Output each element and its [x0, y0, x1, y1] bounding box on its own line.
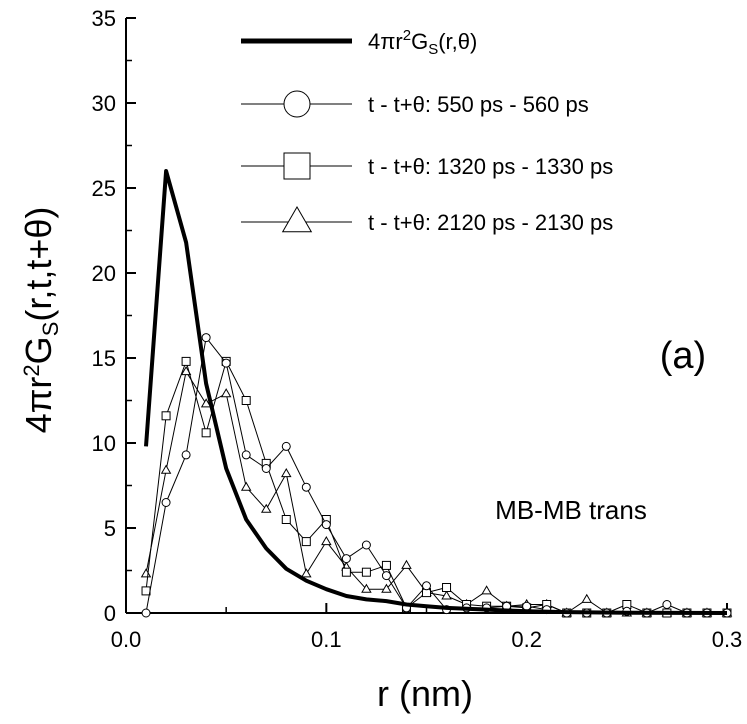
y-tick-label: 15	[92, 346, 116, 371]
panel-label: (a)	[660, 335, 706, 377]
legend-entry: 4πr2GS(r,θ)	[241, 27, 477, 58]
legend-label: 4πr2GS(r,θ)	[368, 27, 477, 58]
data-point	[361, 540, 371, 550]
x-tick-label: 0.1	[311, 627, 342, 652]
y-tick-label: 0	[104, 601, 116, 626]
data-point	[141, 586, 151, 596]
y-tick-label: 20	[92, 261, 116, 286]
legend-marker	[281, 206, 313, 233]
legend-label-part: 2	[403, 27, 411, 44]
data-point	[381, 571, 391, 581]
legend: 4πr2GS(r,θ) t - t+θ: 550 ps - 560 ps t - t…	[241, 27, 613, 235]
y-axis-title-suffix: (r,t,t+θ)	[18, 207, 59, 322]
data-point	[321, 520, 331, 530]
legend-entry: t - t+θ: 1320 ps - 1330 ps	[241, 152, 613, 180]
data-point	[662, 600, 672, 609]
legend-label-part: (r,θ)	[438, 29, 477, 54]
data-point	[481, 585, 492, 595]
x-tick-label: 0.2	[511, 627, 542, 652]
data-point	[522, 601, 532, 611]
y-tick-label: 25	[92, 176, 116, 201]
data-point	[381, 583, 392, 593]
y-axis-title-sub: S	[38, 322, 63, 337]
data-point	[181, 356, 191, 366]
series-triangle	[140, 366, 733, 617]
y-axis-title-prefix: 4πr	[18, 377, 59, 434]
y-tick-label: 5	[104, 516, 116, 541]
data-point	[281, 515, 291, 524]
y-tick-label: 35	[92, 6, 116, 31]
data-point	[160, 464, 172, 474]
data-point	[361, 583, 372, 593]
chart-annotation: MB-MB trans	[495, 495, 647, 525]
data-point	[201, 333, 211, 343]
legend-marker	[283, 90, 311, 118]
data-point	[401, 559, 412, 569]
series-layer	[140, 169, 733, 618]
y-axis-title: 4πr2GS(r,t,t+θ)	[18, 207, 63, 434]
series-line	[145, 371, 727, 614]
data-point	[260, 503, 272, 513]
data-point	[220, 388, 232, 398]
legend-marker	[283, 152, 311, 180]
data-point	[581, 593, 593, 603]
series-line	[144, 169, 728, 615]
data-point	[422, 581, 431, 591]
y-axis-title-g: G	[18, 336, 59, 364]
x-tick-label: 0.0	[111, 627, 142, 652]
data-point	[200, 398, 212, 408]
data-point	[341, 554, 351, 564]
legend-entry: t - t+θ: 2120 ps - 2130 ps	[241, 206, 613, 235]
legend-label: t - t+θ: 2120 ps - 2130 ps	[368, 210, 613, 235]
y-tick-label: 10	[92, 431, 116, 456]
data-point	[321, 536, 332, 546]
data-point	[240, 481, 252, 491]
series-gs-theory	[144, 169, 728, 615]
data-point	[441, 590, 452, 600]
data-point	[442, 583, 452, 592]
legend-label-part: S	[428, 41, 438, 58]
legend-label-part: 4πr	[368, 29, 403, 54]
data-point	[361, 567, 371, 577]
legend-label: t - t+θ: 550 ps - 560 ps	[368, 92, 589, 117]
data-point	[241, 450, 251, 460]
data-point	[241, 396, 251, 405]
data-point	[181, 450, 191, 460]
legend-label-part: G	[411, 29, 428, 54]
x-axis-title: r (nm)	[377, 673, 473, 714]
data-point	[140, 568, 152, 578]
data-point	[301, 568, 312, 578]
legend-entry: t - t+θ: 550 ps - 560 ps	[241, 90, 589, 118]
data-point	[381, 560, 391, 570]
data-point	[161, 411, 171, 421]
data-point	[201, 428, 211, 438]
data-point	[261, 464, 271, 473]
data-point	[221, 358, 231, 368]
legend-label: t - t+θ: 1320 ps - 1330 ps	[368, 154, 613, 179]
data-point	[341, 567, 351, 577]
data-point	[301, 537, 311, 547]
y-tick-label: 30	[92, 91, 116, 116]
data-point	[141, 608, 151, 618]
data-point	[161, 498, 171, 507]
data-point	[301, 482, 311, 492]
series-line	[145, 337, 727, 614]
x-tick-label: 0.3	[712, 627, 743, 652]
data-point	[281, 441, 291, 451]
y-axis-title-sup: 2	[19, 364, 44, 376]
data-point	[280, 468, 292, 478]
